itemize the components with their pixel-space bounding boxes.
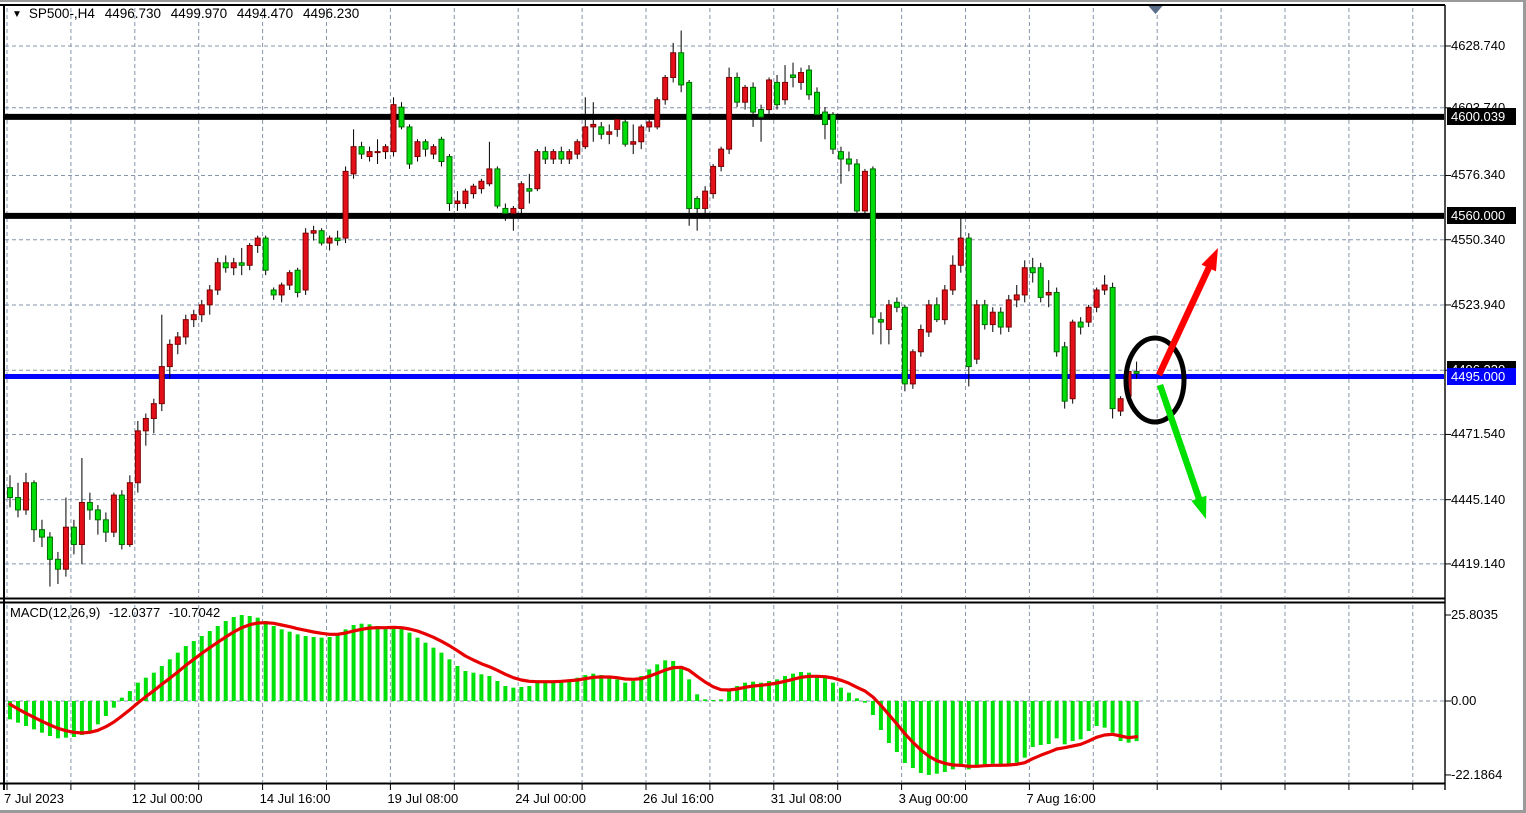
macd-current-value: -12.0377: [108, 605, 161, 620]
time-axis-label: 7 Aug 16:00: [1026, 791, 1096, 806]
bearish-arrow[interactable]: [1156, 383, 1204, 505]
symbol-name: SP500-,H4: [28, 6, 95, 21]
ohlc-high: 4499.970: [170, 6, 228, 21]
level-price-tag: 4600.039: [1447, 108, 1516, 126]
ohlc-close: 4496.230: [302, 6, 360, 21]
price-axis-label: 4471.540: [1451, 426, 1506, 442]
price-axis-label: 4523.940: [1451, 296, 1506, 312]
time-axis-label: 26 Jul 16:00: [643, 791, 714, 806]
level-price-tag: 4560.000: [1447, 207, 1516, 225]
price-axis-label: 4419.140: [1451, 555, 1506, 571]
time-axis-label: 12 Jul 00:00: [131, 791, 203, 806]
window-right-edge: [1523, 0, 1526, 813]
macd-signal-value: -10.7042: [168, 605, 221, 620]
ohlc-low: 4494.470: [236, 6, 294, 21]
symbol-header: ▼ SP500-,H4 4496.730 4499.970 4494.470 44…: [12, 6, 365, 21]
time-axis-label: 31 Jul 08:00: [770, 791, 842, 806]
macd-header: MACD(12,26,9) -12.0377 -10.7042: [10, 605, 225, 620]
window-bottom-edge: [0, 810, 1526, 813]
macd-signal-line: [8, 621, 1139, 768]
price-axis-label: 4550.340: [1451, 231, 1506, 247]
macd-indicator-name: MACD(12,26,9): [10, 605, 101, 620]
time-axis-label: 24 Jul 00:00: [515, 791, 587, 806]
bullish-arrow[interactable]: [1156, 261, 1215, 377]
collapse-triangle-icon[interactable]: ▼: [12, 9, 22, 20]
price-axis-label: 4628.740: [1451, 38, 1506, 53]
macd-histogram: [8, 615, 1139, 775]
price-axis-label: 4576.340: [1451, 167, 1506, 183]
macd-axis-label: 25.8035: [1451, 606, 1498, 622]
bearish-arrow-head[interactable]: [1191, 495, 1207, 519]
chart-shift-marker-icon[interactable]: [1148, 6, 1163, 14]
time-axis-label: 19 Jul 08:00: [387, 791, 459, 806]
blue-level-price-tag: 4495.000: [1447, 367, 1516, 385]
ohlc-open: 4496.730: [104, 6, 162, 21]
time-axis-label: 3 Aug 00:00: [898, 791, 968, 806]
macd-axis-label: -22.1864: [1451, 766, 1503, 782]
macd-axis-label: 0.00: [1451, 693, 1477, 708]
time-axis-label: 14 Jul 16:00: [259, 791, 331, 806]
window-top-edge: [0, 0, 1526, 2]
bullish-arrow-head[interactable]: [1201, 248, 1218, 272]
ellipse-annotation[interactable]: [1123, 335, 1187, 425]
price-axis-label: 4445.140: [1451, 491, 1506, 507]
candles-group: [7, 30, 1140, 587]
time-axis-label: 7 Jul 2023: [4, 791, 64, 806]
